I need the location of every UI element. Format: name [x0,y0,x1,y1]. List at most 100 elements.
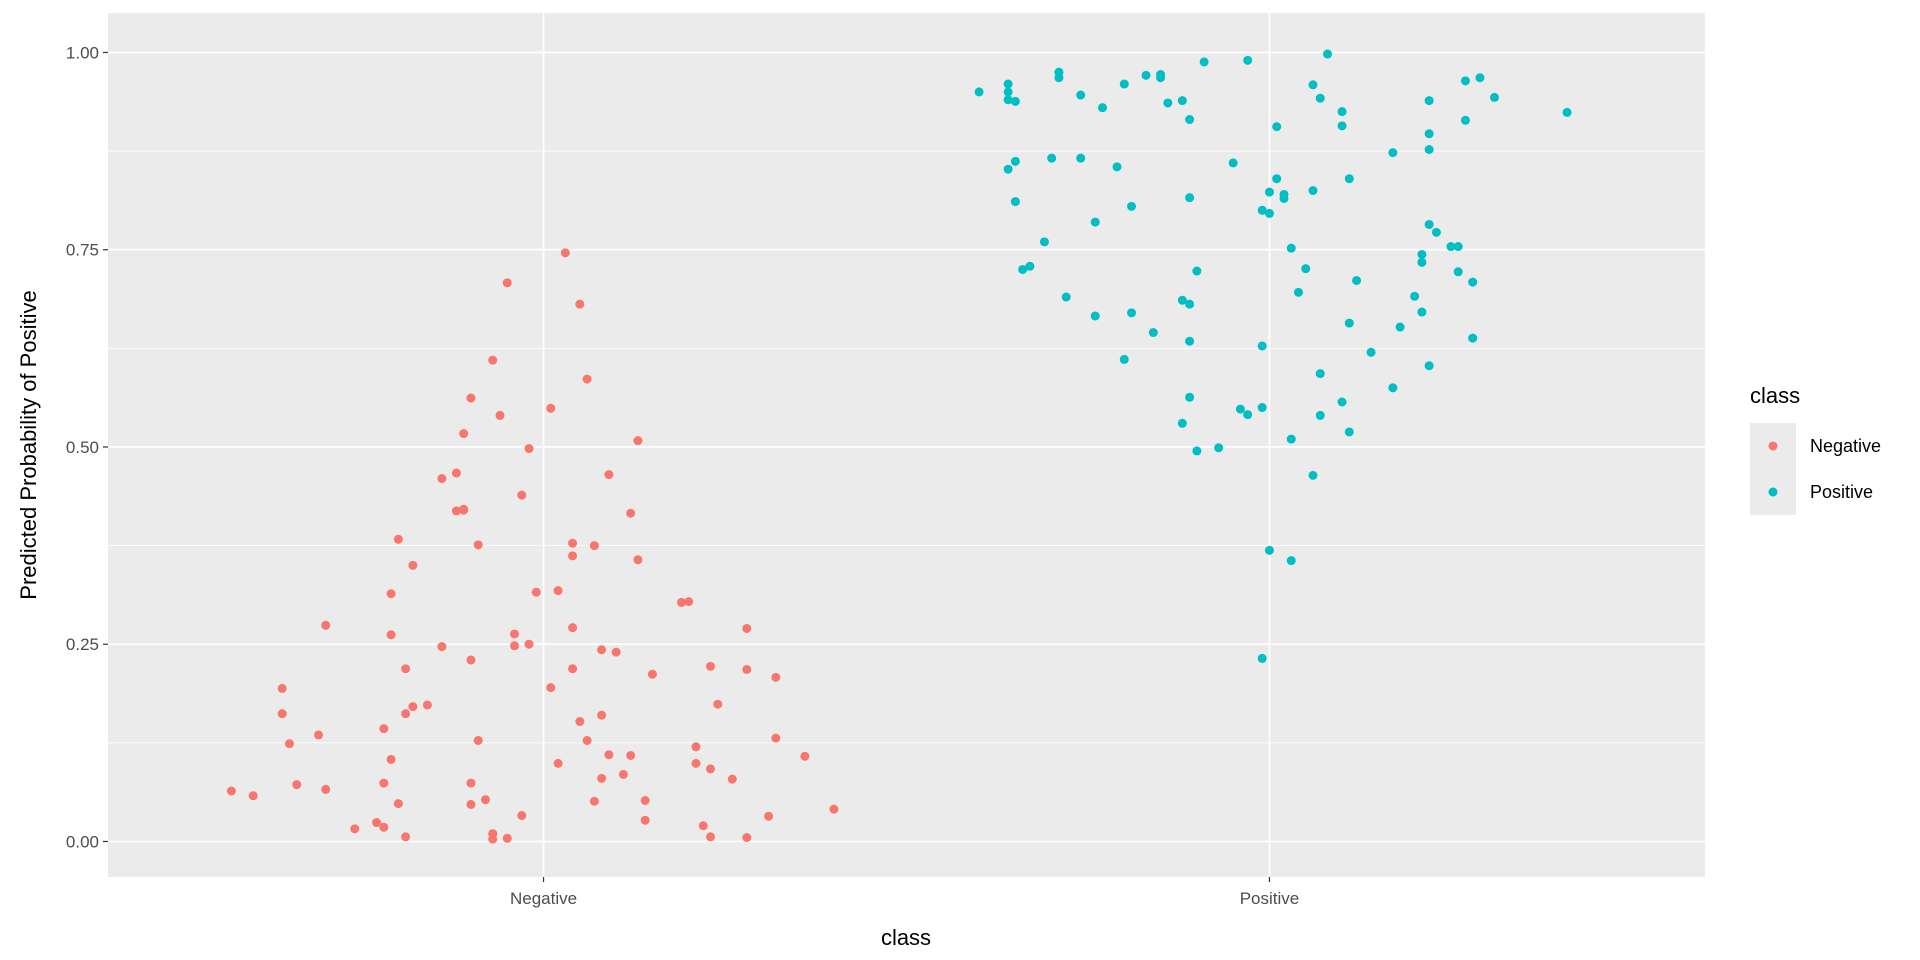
data-point-negative [742,664,752,674]
data-point-negative [277,683,287,693]
data-point-negative [568,538,578,548]
data-point-positive [1308,80,1318,90]
data-point-negative [495,410,505,420]
data-point-negative [517,490,527,500]
data-point-positive [1010,96,1020,106]
data-point-positive [1185,115,1195,125]
data-point-positive [1185,336,1195,346]
data-point-positive [1235,404,1245,414]
data-point-positive [1293,287,1303,297]
data-point-positive [1185,392,1195,402]
data-point-negative [437,642,447,652]
data-point-positive [1003,164,1013,174]
data-point-negative [393,534,403,544]
y-axis-title: Predicted Probability of Positive [16,290,41,599]
data-point-positive [1185,299,1195,309]
data-point-negative [277,709,287,719]
data-point-negative [647,669,657,679]
plot-panel [108,13,1705,877]
data-point-positive [1214,443,1224,453]
data-point-positive [1308,470,1318,480]
data-point-negative [379,822,389,832]
data-point-negative [640,815,650,825]
data-point-negative [633,436,643,446]
data-point-negative [321,784,331,794]
data-point-negative [597,773,607,783]
data-point-positive [1453,267,1463,277]
data-point-positive [1177,418,1187,428]
data-point-positive [1424,145,1434,155]
data-point-negative [691,742,701,752]
data-point-positive [1315,369,1325,379]
grid-minor [108,150,1705,744]
legend-title: class [1750,383,1800,408]
data-point-negative [422,700,432,710]
data-point-positive [1468,277,1478,287]
data-point-negative [372,818,382,828]
data-point-positive [1337,107,1347,117]
data-point-positive [1424,96,1434,106]
data-point-negative [626,750,636,760]
data-point-positive [1185,193,1195,203]
data-point-negative [771,733,781,743]
data-point-negative [314,730,324,740]
data-point-positive [1424,361,1434,371]
data-point-positive [1076,153,1086,163]
data-point-negative [597,710,607,720]
data-point-positive [1192,446,1202,456]
data-point-negative [502,833,512,843]
data-point-positive [1127,201,1137,211]
data-point-negative [553,758,563,768]
data-point-negative [488,355,498,365]
data-point-positive [1446,242,1456,252]
data-point-positive [1018,264,1028,274]
legend-point-negative [1768,441,1778,451]
data-point-negative [524,444,534,454]
data-points [226,49,1572,844]
data-point-negative [466,655,476,665]
data-point-positive [1272,122,1282,132]
data-point-positive [1257,341,1267,351]
data-point-negative [408,702,418,712]
data-point-positive [1388,148,1398,158]
data-point-positive [1286,243,1296,253]
data-point-negative [248,791,258,801]
data-point-negative [604,470,614,480]
data-point-positive [1562,107,1572,117]
data-point-negative [546,403,556,413]
data-point-positive [1156,73,1166,83]
data-point-negative [466,778,476,788]
data-point-positive [1003,87,1013,97]
data-point-negative [604,750,614,760]
data-point-negative [568,623,578,633]
data-point-negative [611,647,621,657]
data-point-negative [459,429,469,439]
data-point-positive [1286,556,1296,566]
data-point-negative [589,796,599,806]
data-point-negative [698,821,708,831]
data-point-negative [473,540,483,550]
data-point-positive [1475,73,1485,83]
data-point-negative [771,672,781,682]
data-point-positive [1243,410,1253,420]
data-point-negative [568,551,578,561]
data-point-positive [1337,397,1347,407]
data-point-positive [1010,197,1020,207]
data-point-negative [618,769,628,779]
data-point-negative [524,639,534,649]
data-point-negative [379,778,389,788]
data-point-negative [401,664,411,674]
data-point-positive [1039,237,1049,247]
data-point-positive [1344,174,1354,184]
data-point-positive [1352,275,1362,285]
data-point-negative [546,683,556,693]
data-point-negative [473,735,483,745]
data-point-positive [1148,328,1158,338]
data-point-positive [1003,95,1013,105]
data-point-negative [706,661,716,671]
x-tick-label: Negative [510,889,577,908]
data-point-negative [640,795,650,805]
data-point-negative [502,278,512,288]
data-point-positive [1010,156,1020,166]
